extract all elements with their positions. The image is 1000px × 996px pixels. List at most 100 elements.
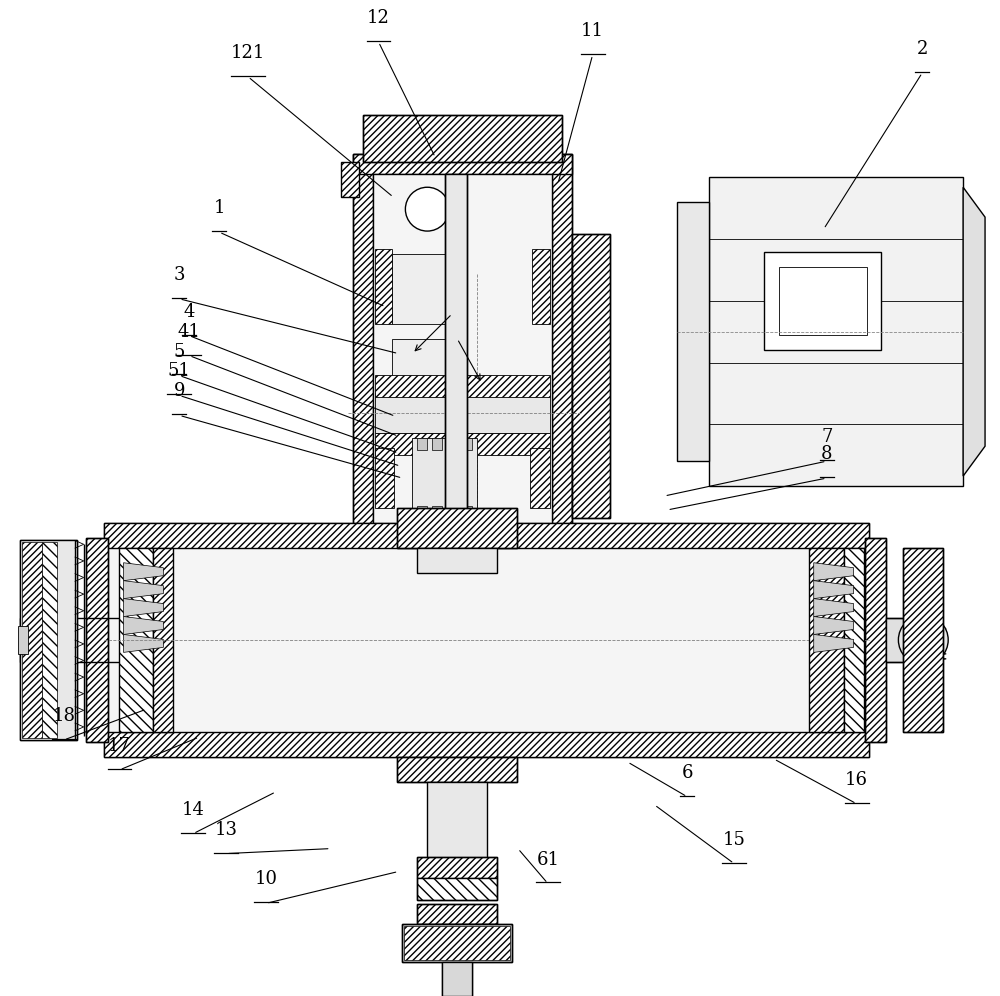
Text: 121: 121 [231, 44, 265, 62]
Bar [18, 626, 28, 654]
Text: 12: 12 [367, 9, 390, 27]
Bar [397, 757, 517, 782]
Polygon shape [462, 506, 472, 518]
Bar [392, 339, 450, 398]
Bar [104, 732, 869, 757]
Bar [417, 904, 497, 924]
Bar [363, 115, 562, 162]
Bar [427, 782, 487, 862]
Polygon shape [417, 506, 427, 518]
Bar [104, 523, 869, 757]
Polygon shape [124, 599, 163, 617]
Bar [417, 904, 497, 924]
Bar [341, 162, 359, 197]
Bar [397, 508, 517, 548]
Bar [353, 154, 572, 174]
Polygon shape [963, 187, 985, 476]
Polygon shape [417, 438, 427, 450]
Bar [20, 541, 77, 740]
Bar [572, 234, 610, 518]
Bar [20, 618, 38, 662]
Bar [445, 174, 467, 573]
Bar [404, 926, 510, 960]
Bar [903, 548, 943, 732]
Bar [397, 757, 517, 782]
Bar [417, 878, 497, 900]
Text: 6: 6 [681, 764, 693, 782]
Polygon shape [124, 634, 163, 652]
Bar [809, 548, 844, 732]
Text: 7: 7 [821, 428, 832, 446]
Bar [552, 154, 572, 538]
Bar [865, 538, 886, 742]
Bar [844, 548, 864, 732]
Bar [417, 548, 497, 573]
Bar [363, 115, 562, 162]
Text: 10: 10 [254, 871, 277, 888]
Bar [375, 433, 550, 455]
Text: 61: 61 [536, 851, 559, 869]
Text: 13: 13 [215, 821, 238, 839]
Bar [903, 548, 943, 732]
Text: 18: 18 [52, 707, 75, 725]
Circle shape [898, 616, 948, 665]
Bar [397, 508, 517, 548]
Bar [353, 154, 373, 538]
Bar [417, 857, 497, 900]
Bar [572, 234, 610, 518]
Polygon shape [432, 438, 442, 450]
Text: 4: 4 [184, 303, 195, 321]
Polygon shape [814, 599, 854, 617]
Bar [375, 249, 392, 324]
Bar [417, 857, 497, 878]
Polygon shape [447, 438, 457, 450]
Text: 2: 2 [917, 40, 928, 58]
Bar [375, 375, 550, 397]
Bar [392, 254, 450, 324]
Text: 5: 5 [174, 343, 185, 361]
Bar [442, 962, 472, 996]
Polygon shape [124, 617, 163, 634]
Bar [373, 174, 552, 538]
Bar [42, 542, 57, 738]
Bar [86, 538, 108, 742]
Bar [375, 393, 550, 433]
Bar [865, 538, 886, 742]
Text: 15: 15 [723, 831, 745, 849]
Bar [412, 438, 477, 518]
Polygon shape [124, 563, 163, 581]
Bar [375, 448, 394, 508]
Bar [764, 252, 881, 350]
Polygon shape [432, 506, 442, 518]
Bar [532, 249, 550, 324]
Text: 17: 17 [108, 737, 131, 755]
Text: 8: 8 [821, 445, 832, 463]
Bar [153, 548, 173, 732]
Polygon shape [462, 438, 472, 450]
Bar [104, 523, 869, 548]
Bar [402, 924, 512, 962]
Polygon shape [814, 617, 854, 634]
Bar [709, 177, 963, 486]
Polygon shape [124, 581, 163, 599]
Bar [677, 202, 709, 461]
Text: 16: 16 [845, 771, 868, 789]
Bar [22, 542, 42, 738]
Bar [119, 548, 153, 732]
Text: 9: 9 [174, 382, 185, 400]
Bar [886, 618, 936, 662]
Bar [530, 448, 550, 508]
Circle shape [405, 187, 449, 231]
Polygon shape [814, 581, 854, 599]
Bar [402, 924, 512, 962]
Text: 41: 41 [178, 323, 201, 341]
Polygon shape [814, 634, 854, 652]
Polygon shape [20, 541, 77, 739]
Text: 14: 14 [182, 801, 205, 819]
Text: 3: 3 [174, 266, 185, 284]
Bar [86, 538, 108, 742]
Bar [353, 154, 572, 538]
Text: 51: 51 [168, 363, 191, 380]
Polygon shape [447, 506, 457, 518]
Polygon shape [814, 563, 854, 581]
